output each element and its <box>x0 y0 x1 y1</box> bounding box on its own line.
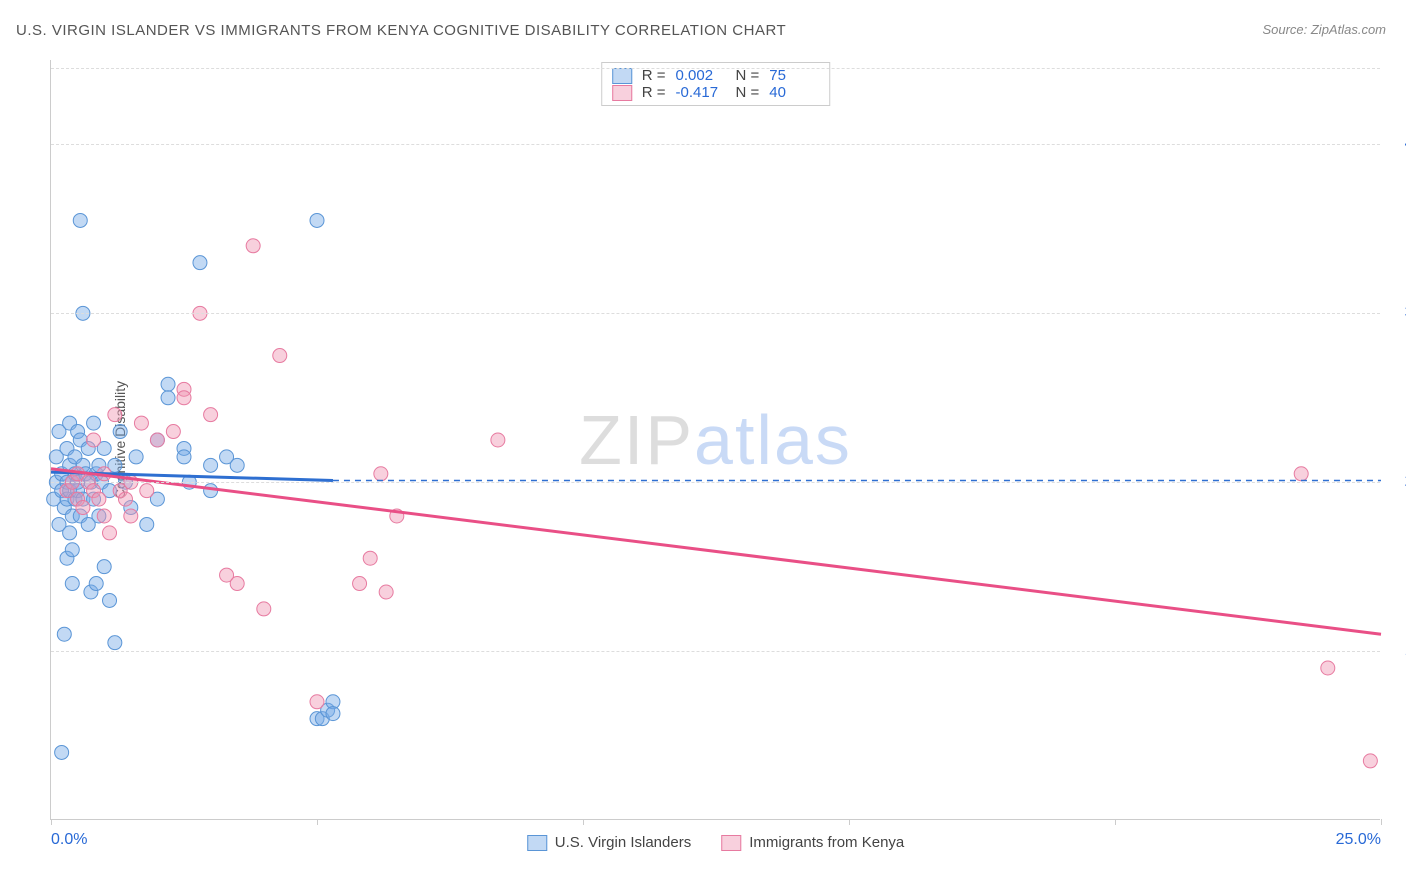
data-point <box>124 509 138 523</box>
data-point <box>363 551 377 565</box>
legend-label: Immigrants from Kenya <box>749 834 904 851</box>
data-point <box>177 450 191 464</box>
data-point <box>87 416 101 430</box>
data-point <box>166 425 180 439</box>
chart-title: U.S. VIRGIN ISLANDER VS IMMIGRANTS FROM … <box>16 22 786 39</box>
data-point <box>491 433 505 447</box>
plot-svg <box>51 60 1381 820</box>
data-point <box>140 484 154 498</box>
data-point <box>140 517 154 531</box>
data-point <box>204 458 218 472</box>
gridline <box>51 482 1380 483</box>
data-point <box>1321 661 1335 675</box>
legend-swatch-usvi <box>527 835 547 851</box>
x-tick <box>317 819 318 825</box>
data-point <box>310 213 324 227</box>
legend-item-kenya: Immigrants from Kenya <box>721 834 904 851</box>
data-point <box>103 593 117 607</box>
gridline <box>51 68 1380 69</box>
x-tick-label: 25.0% <box>1336 831 1381 849</box>
plot-area: Cognitive Disability ZIPatlas R = 0.002 … <box>50 60 1380 820</box>
data-point <box>65 543 79 557</box>
data-point <box>374 467 388 481</box>
data-point <box>87 433 101 447</box>
data-point <box>326 707 340 721</box>
data-point <box>55 745 69 759</box>
data-point <box>161 391 175 405</box>
x-tick <box>1381 819 1382 825</box>
data-point <box>310 695 324 709</box>
data-point <box>353 577 367 591</box>
gridline <box>51 651 1380 652</box>
data-point <box>230 458 244 472</box>
data-point <box>1294 467 1308 481</box>
data-point <box>63 526 77 540</box>
legend-series: U.S. Virgin Islanders Immigrants from Ke… <box>527 834 905 851</box>
x-tick-label: 0.0% <box>51 831 87 849</box>
data-point <box>177 391 191 405</box>
data-point <box>108 636 122 650</box>
data-point <box>379 585 393 599</box>
data-point <box>118 492 132 506</box>
data-point <box>65 577 79 591</box>
gridline <box>51 144 1380 145</box>
legend-item-usvi: U.S. Virgin Islanders <box>527 834 691 851</box>
data-point <box>103 526 117 540</box>
data-point <box>193 256 207 270</box>
data-point <box>273 349 287 363</box>
data-point <box>76 501 90 515</box>
data-point <box>92 492 106 506</box>
x-tick <box>51 819 52 825</box>
legend-label: U.S. Virgin Islanders <box>555 834 691 851</box>
data-point <box>246 239 260 253</box>
data-point <box>204 408 218 422</box>
data-point <box>73 213 87 227</box>
data-point <box>257 602 271 616</box>
data-point <box>1363 754 1377 768</box>
x-tick <box>849 819 850 825</box>
x-tick <box>1115 819 1116 825</box>
data-point <box>97 509 111 523</box>
data-point <box>161 377 175 391</box>
data-point <box>108 408 122 422</box>
legend-swatch-kenya <box>721 835 741 851</box>
data-point <box>97 560 111 574</box>
source-label: Source: ZipAtlas.com <box>1262 22 1386 37</box>
data-point <box>113 425 127 439</box>
data-point <box>150 433 164 447</box>
data-point <box>57 627 71 641</box>
regression-line <box>51 469 1381 635</box>
gridline <box>51 313 1380 314</box>
data-point <box>89 577 103 591</box>
x-tick <box>583 819 584 825</box>
data-point <box>129 450 143 464</box>
data-point <box>134 416 148 430</box>
data-point <box>230 577 244 591</box>
